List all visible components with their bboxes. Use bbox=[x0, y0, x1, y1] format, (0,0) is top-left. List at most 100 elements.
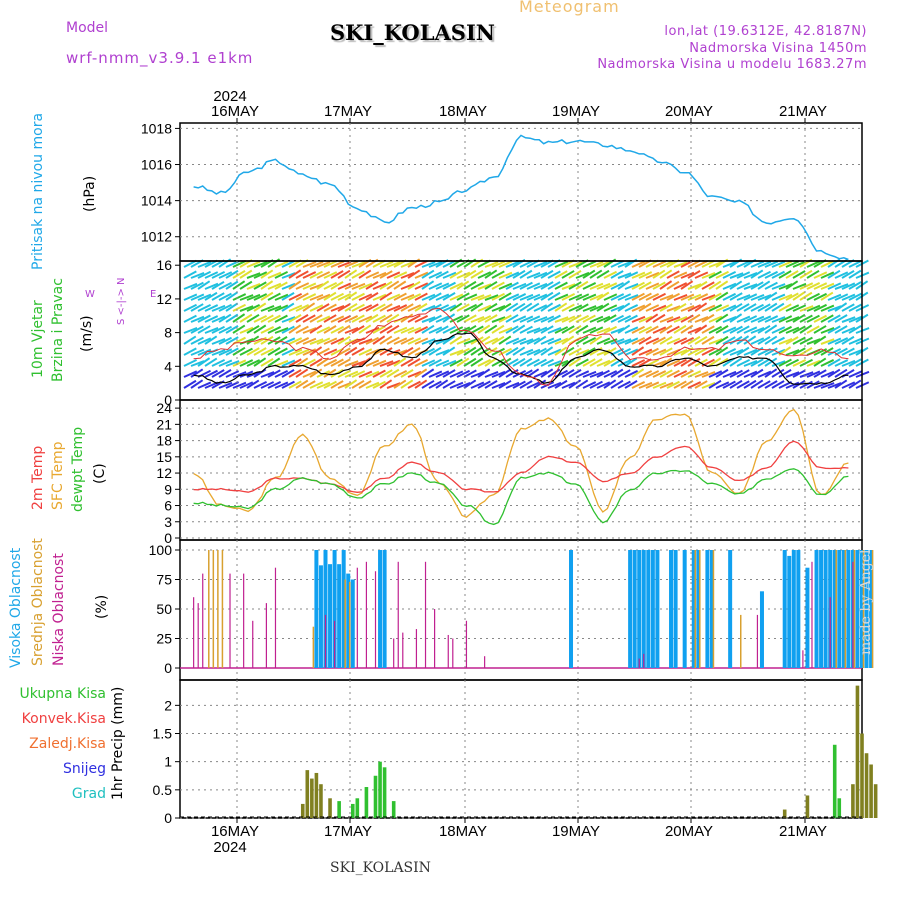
temp-unit: (C) bbox=[92, 463, 108, 484]
high-cloud-bar bbox=[682, 550, 687, 668]
precip-bar bbox=[391, 801, 396, 818]
high-cloud-bar bbox=[346, 573, 351, 668]
precip-bar bbox=[782, 809, 787, 818]
precip-bar bbox=[300, 803, 305, 818]
precip-bar bbox=[837, 798, 842, 818]
top-day-label: 18MAY bbox=[439, 103, 487, 120]
high-cloud-bar bbox=[669, 550, 674, 668]
high-cloud-bar bbox=[637, 550, 642, 668]
high-cloud-bar bbox=[728, 550, 733, 668]
temp-dewpt-label: dewpt Temp bbox=[70, 426, 86, 512]
pressure-tick-label: 1014 bbox=[141, 193, 172, 209]
high-cloud-bar bbox=[832, 550, 837, 668]
high-cloud-bar bbox=[759, 591, 764, 668]
precip-unit: 1hr Precip (mm) bbox=[110, 686, 126, 800]
high-cloud-bar bbox=[337, 564, 342, 668]
high-cloud-bar bbox=[382, 550, 387, 668]
cloud-high-label: Visoka Oblacnost bbox=[8, 547, 24, 668]
legend-total-rain: Ukupna Kisa bbox=[19, 686, 106, 702]
high-cloud-bar bbox=[787, 555, 792, 668]
temp-tick-label: 18 bbox=[156, 433, 172, 449]
high-cloud-bar bbox=[791, 550, 796, 668]
temp-tick-label: 24 bbox=[156, 400, 172, 416]
wind-compass-w: W bbox=[85, 289, 95, 300]
high-cloud-bar bbox=[846, 550, 851, 668]
legend-convective-rain: Konvek.Kisa bbox=[21, 711, 106, 727]
precip-bar bbox=[314, 772, 319, 818]
bottom-day-label: 21MAY bbox=[779, 823, 827, 840]
temp-tick-label: 9 bbox=[164, 481, 172, 497]
precip-frame bbox=[179, 679, 863, 819]
precip-bar bbox=[869, 764, 873, 818]
wind-speed-line bbox=[193, 332, 849, 385]
cloud-mid-label: Srednja Oblacnost bbox=[30, 538, 46, 666]
high-cloud-bar bbox=[855, 550, 860, 668]
legend-hail: Grad bbox=[71, 786, 106, 802]
made-by-watermark: made by Angel bbox=[858, 549, 874, 656]
wind-gust-line bbox=[193, 307, 849, 386]
temp-tick-label: 15 bbox=[156, 449, 172, 465]
wind-unit: (m/s) bbox=[79, 315, 95, 352]
top-day-label: 16MAY bbox=[211, 103, 259, 120]
top-day-label: 20MAY bbox=[665, 103, 713, 120]
high-cloud-bar bbox=[860, 550, 864, 668]
precip-bar bbox=[364, 787, 369, 818]
precip-bar bbox=[851, 784, 855, 818]
high-cloud-bar bbox=[837, 550, 842, 668]
wind-tick-label: 12 bbox=[156, 291, 172, 307]
precip-tick-label: 0 bbox=[164, 810, 172, 826]
pressure-tick-label: 1016 bbox=[141, 157, 172, 173]
cloud-frame bbox=[179, 539, 863, 681]
pressure-line bbox=[193, 134, 849, 261]
high-cloud-bar bbox=[673, 550, 678, 668]
model-elevation-info: Nadmorska Visina u modelu 1683.27m bbox=[597, 57, 867, 72]
high-cloud-bar bbox=[864, 550, 869, 668]
temp-tick-label: 21 bbox=[156, 416, 172, 432]
wind-tick-label: 16 bbox=[156, 257, 172, 273]
top-day-label: 21MAY bbox=[779, 103, 827, 120]
cloud-tick-label: 75 bbox=[156, 572, 172, 588]
high-cloud-bar bbox=[650, 550, 655, 668]
high-cloud-bar bbox=[782, 550, 787, 668]
high-cloud-bar bbox=[823, 550, 828, 668]
high-cloud-bar bbox=[705, 550, 710, 668]
high-cloud-bar bbox=[350, 579, 355, 668]
wind-tick-label: 4 bbox=[164, 358, 172, 374]
precip-bar bbox=[337, 801, 341, 818]
top-day-label: 17MAY bbox=[324, 103, 372, 120]
wind-compass-ns: S <-|-> N bbox=[116, 277, 127, 325]
wind-tick-label: 0 bbox=[164, 392, 172, 408]
bottom-year-label: 2024 bbox=[213, 839, 246, 856]
footer-station: SKI_KOLASIN bbox=[330, 860, 431, 876]
bottom-day-label: 19MAY bbox=[552, 823, 600, 840]
precip-tick-label: 1.5 bbox=[153, 726, 173, 742]
dewpt-temp-line bbox=[193, 468, 849, 526]
cloud-tick-label: 50 bbox=[156, 601, 172, 617]
temp-tick-label: 3 bbox=[164, 514, 172, 530]
precip-bar bbox=[378, 761, 382, 818]
high-cloud-bar bbox=[819, 550, 824, 668]
cloud-tick-label: 25 bbox=[156, 631, 172, 647]
precip-bar bbox=[350, 803, 355, 818]
station-title: SKI_KOLASIN bbox=[330, 20, 495, 45]
precip-bar bbox=[855, 685, 860, 818]
bottom-day-label: 20MAY bbox=[665, 823, 713, 840]
high-cloud-bar bbox=[841, 550, 846, 668]
legend-snow: Snijeg bbox=[62, 761, 106, 777]
pressure-title: Pritisak na nivou mora bbox=[30, 112, 46, 270]
bottom-day-label: 16MAY bbox=[211, 823, 259, 840]
high-cloud-bar bbox=[323, 550, 328, 668]
high-cloud-bar bbox=[796, 550, 801, 668]
bottom-day-label: 18MAY bbox=[439, 823, 487, 840]
precip-bar bbox=[382, 767, 387, 818]
wind-tick-label: 8 bbox=[164, 325, 172, 341]
wind-title-2: Brzina i Pravac bbox=[50, 278, 66, 382]
cloud-unit: (%) bbox=[94, 594, 110, 619]
bottom-day-label: 17MAY bbox=[324, 823, 372, 840]
temp-tick-label: 0 bbox=[164, 530, 172, 546]
high-cloud-bar bbox=[378, 550, 383, 668]
high-cloud-bar bbox=[709, 550, 714, 668]
high-cloud-bar bbox=[341, 550, 346, 668]
pressure-tick-label: 1012 bbox=[141, 229, 172, 245]
